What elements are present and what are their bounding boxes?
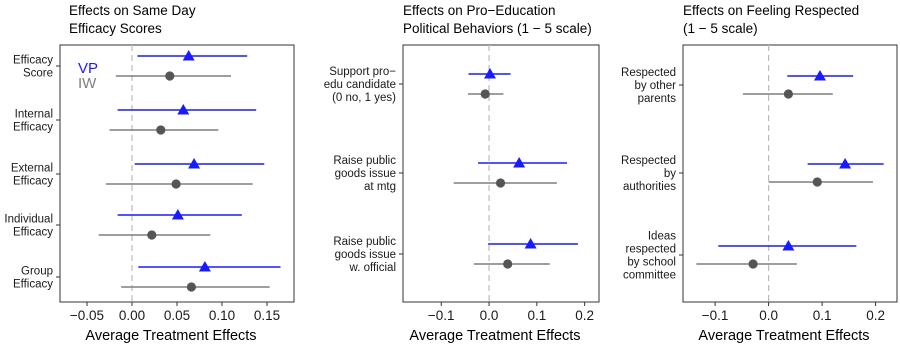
category-label: w. official <box>349 262 396 274</box>
category-label: (0 no, 1 yes) <box>332 92 396 104</box>
iw-estimate-marker <box>783 89 793 99</box>
x-tick-label: 0.0 <box>480 308 499 323</box>
panel-title: Political Behaviors (1 − 5 scale) <box>403 21 592 36</box>
iw-estimate-marker <box>748 259 758 269</box>
panel-1: Effects on Same Day Efficacy Scores −0.05 0… <box>4 3 295 344</box>
vp-estimate-marker <box>513 157 526 168</box>
category-label: edu candidate <box>324 79 396 91</box>
category-label: Raise public <box>333 155 396 167</box>
category-label: committee <box>623 270 676 282</box>
x-tick-label: −0.1 <box>428 308 455 323</box>
category-label: Efficacy <box>13 55 53 67</box>
panel-title: Efficacy Scores <box>69 21 162 36</box>
category-label: Ideas <box>648 231 676 243</box>
iw-estimate-marker <box>812 177 822 187</box>
panel-title: (1 − 5 scale) <box>683 21 758 36</box>
vp-estimate-marker <box>813 70 826 81</box>
vp-estimate-marker <box>839 158 852 169</box>
panel-title: Effects on Feeling Respected <box>683 3 859 18</box>
iw-estimate-marker <box>186 282 196 292</box>
x-tick-label: −0.05 <box>70 308 104 323</box>
iw-estimate-marker <box>480 89 490 99</box>
x-tick-label: 0.10 <box>209 308 235 323</box>
vp-estimate-marker <box>177 104 190 115</box>
x-axis-label: Average Treatment Effects <box>698 328 869 344</box>
category-label: Efficacy <box>13 279 53 291</box>
vp-estimate-marker <box>484 68 497 79</box>
category-label: by <box>664 168 676 180</box>
panel-title: Effects on Pro−Education <box>403 3 555 18</box>
category-label: by school <box>627 257 676 269</box>
vp-estimate-marker <box>198 261 211 272</box>
vp-estimate-marker <box>782 240 795 251</box>
category-label: Internal <box>15 109 53 121</box>
category-label: Score <box>23 68 53 80</box>
category-label: authorities <box>623 181 676 193</box>
iw-estimate-marker <box>147 230 157 240</box>
category-label: Respected <box>621 155 676 167</box>
x-axis-label: Average Treatment Effects <box>409 328 580 344</box>
x-tick-label: 0.0 <box>759 308 778 323</box>
x-tick-label: 0.00 <box>119 308 145 323</box>
legend-entry-vp: VP <box>78 60 98 77</box>
iw-estimate-marker <box>171 179 181 189</box>
x-tick-label: −0.1 <box>702 308 729 323</box>
iw-estimate-marker <box>165 71 175 81</box>
x-tick-label: 0.1 <box>813 308 832 323</box>
category-label: Group <box>21 266 53 278</box>
x-tick-label: 0.15 <box>254 308 280 323</box>
category-label: goods issue <box>335 249 396 261</box>
category-label: Efficacy <box>13 122 53 134</box>
x-tick-label: 0.05 <box>164 308 190 323</box>
panel-title: Effects on Same Day <box>69 3 196 18</box>
category-label: parents <box>638 93 677 105</box>
category-label: Respected <box>621 67 676 79</box>
category-label: goods issue <box>335 168 396 180</box>
category-label: by other <box>634 80 676 92</box>
x-tick-label: 0.2 <box>866 308 885 323</box>
iw-estimate-marker <box>503 259 513 269</box>
category-label: at mtg <box>364 181 396 193</box>
panel-2: Effects on Pro−Education Political Behavi… <box>324 3 600 344</box>
category-label: Support pro− <box>329 66 396 78</box>
vp-estimate-marker <box>524 238 537 249</box>
legend-entry-iw: IW <box>78 75 97 92</box>
x-tick-label: 0.2 <box>575 308 594 323</box>
iw-estimate-marker <box>495 178 506 188</box>
category-label: Efficacy <box>13 176 53 188</box>
x-axis-label: Average Treatment Effects <box>85 328 256 344</box>
iw-estimate-marker <box>156 125 166 135</box>
category-label: Individual <box>4 214 53 226</box>
category-label: External <box>11 163 53 175</box>
category-label: Efficacy <box>13 227 53 239</box>
panel-3: Effects on Feeling Respected (1 − 5 scale… <box>621 3 898 344</box>
x-tick-label: 0.1 <box>527 308 546 323</box>
vp-estimate-marker <box>188 158 201 169</box>
vp-estimate-marker <box>182 50 195 61</box>
category-label: respected <box>625 244 676 256</box>
vp-estimate-marker <box>171 209 184 220</box>
category-label: Raise public <box>333 236 396 248</box>
